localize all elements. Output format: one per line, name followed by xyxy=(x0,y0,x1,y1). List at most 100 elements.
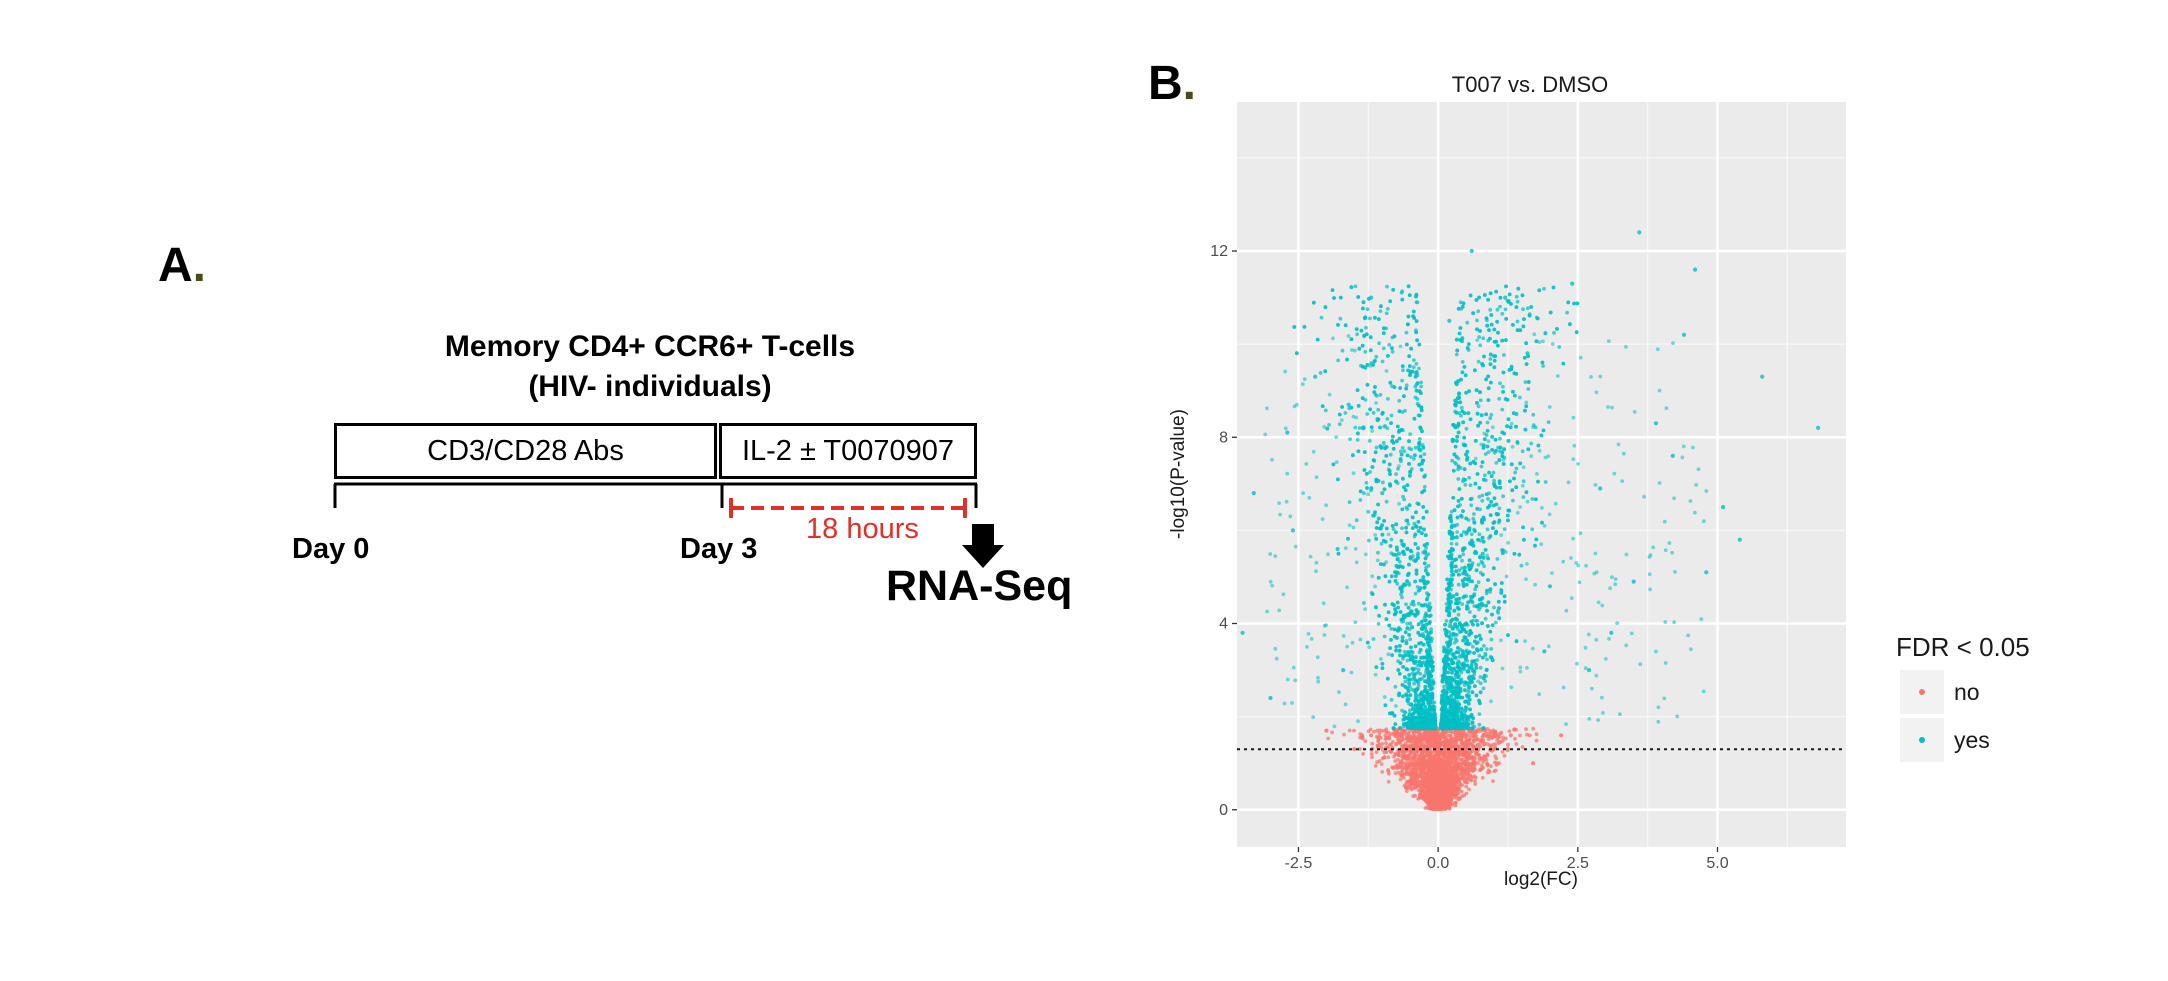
point-no xyxy=(1370,755,1374,760)
point-yes xyxy=(1497,396,1502,401)
point-no xyxy=(1491,742,1496,747)
point-no xyxy=(1352,728,1356,733)
point-yes xyxy=(1454,542,1459,546)
point-no xyxy=(1482,754,1486,758)
point-yes xyxy=(1456,612,1461,617)
point-no xyxy=(1330,730,1334,735)
point-no xyxy=(1372,729,1376,734)
point-no xyxy=(1428,764,1433,769)
point-yes xyxy=(1337,422,1342,427)
point-no xyxy=(1453,801,1457,805)
panel-b-letter: B. xyxy=(1148,56,1196,111)
point-no xyxy=(1439,796,1443,801)
point-no xyxy=(1443,734,1448,739)
point-no xyxy=(1473,779,1477,783)
point-yes xyxy=(1489,637,1494,642)
point-no xyxy=(1383,733,1388,738)
point-no xyxy=(1418,753,1423,758)
point-yes xyxy=(1402,449,1407,454)
point-no xyxy=(1437,739,1442,744)
point-yes xyxy=(1449,541,1454,546)
point-no xyxy=(1457,746,1462,751)
point-no xyxy=(1402,743,1407,748)
panel-a-letter-text: A xyxy=(158,239,193,292)
point-yes xyxy=(1408,432,1413,436)
point-no xyxy=(1458,766,1462,771)
point-yes xyxy=(1381,480,1385,485)
point-yes xyxy=(1457,654,1462,659)
point-no xyxy=(1433,794,1438,799)
point-yes xyxy=(1378,393,1383,397)
point-no xyxy=(1508,733,1513,738)
point-yes xyxy=(1520,449,1525,454)
stimulation-box: CD3/CD28 Abs xyxy=(334,423,717,479)
point-yes xyxy=(1348,437,1352,441)
point-no xyxy=(1513,736,1517,741)
point-yes xyxy=(1515,319,1520,324)
point-no xyxy=(1387,733,1391,738)
point-yes xyxy=(1557,345,1562,349)
point-yes xyxy=(1543,480,1548,484)
point-no xyxy=(1498,740,1503,744)
stimulation-label: CD3/CD28 Abs xyxy=(427,434,624,467)
point-yes xyxy=(1482,564,1486,569)
point-no xyxy=(1405,785,1410,789)
point-yes xyxy=(1401,368,1405,373)
point-no xyxy=(1463,732,1467,737)
point-no xyxy=(1501,735,1505,740)
point-no xyxy=(1463,780,1468,784)
point-no xyxy=(1416,788,1421,793)
duration-label: 18 hours xyxy=(806,513,919,545)
point-yes xyxy=(1418,671,1423,676)
point-yes xyxy=(1357,426,1362,430)
point-yes xyxy=(1408,637,1412,642)
point-yes xyxy=(1327,423,1331,427)
day0-label: Day 0 xyxy=(292,533,370,565)
point-yes xyxy=(1319,315,1324,320)
point-yes xyxy=(1484,647,1489,651)
point-no xyxy=(1520,745,1525,749)
point-no xyxy=(1464,751,1469,757)
point-no xyxy=(1455,779,1459,784)
point-no xyxy=(1391,765,1396,770)
point-yes xyxy=(1485,527,1490,532)
point-no xyxy=(1478,744,1483,749)
point-no xyxy=(1369,752,1374,756)
point-yes xyxy=(1454,639,1459,643)
point-no xyxy=(1447,740,1451,745)
timeline xyxy=(333,482,1004,568)
point-yes xyxy=(1389,537,1394,542)
point-no xyxy=(1414,729,1418,734)
point-yes xyxy=(1479,464,1484,469)
point-no xyxy=(1459,761,1464,766)
point-no xyxy=(1411,733,1415,738)
point-no xyxy=(1445,803,1450,807)
point-no xyxy=(1395,733,1399,738)
point-yes xyxy=(1488,307,1493,312)
major-gridlines xyxy=(1237,102,1846,847)
point-no xyxy=(1453,755,1458,760)
point-no xyxy=(1444,761,1449,766)
point-yes xyxy=(1399,290,1404,295)
rnaseq-label: RNA-Seq xyxy=(886,562,1073,610)
point-yes xyxy=(1476,404,1481,409)
point-no xyxy=(1374,750,1379,755)
treatment-box: IL-2 ± T0070907 xyxy=(719,423,977,479)
point-yes xyxy=(1379,541,1384,546)
point-no xyxy=(1455,735,1460,740)
point-no xyxy=(1428,756,1433,761)
point-no xyxy=(1399,760,1403,765)
panel-b-letter-text: B xyxy=(1148,57,1183,110)
point-yes xyxy=(1354,518,1359,523)
point-no xyxy=(1444,797,1448,802)
point-yes xyxy=(1501,384,1505,389)
point-no xyxy=(1375,728,1379,733)
point-no xyxy=(1395,757,1400,762)
point-no xyxy=(1398,732,1403,736)
point-no xyxy=(1449,736,1454,741)
point-yes xyxy=(1353,284,1358,289)
point-yes xyxy=(1477,532,1482,537)
point-no xyxy=(1428,734,1433,739)
point-no xyxy=(1388,742,1392,747)
point-no xyxy=(1531,761,1536,766)
